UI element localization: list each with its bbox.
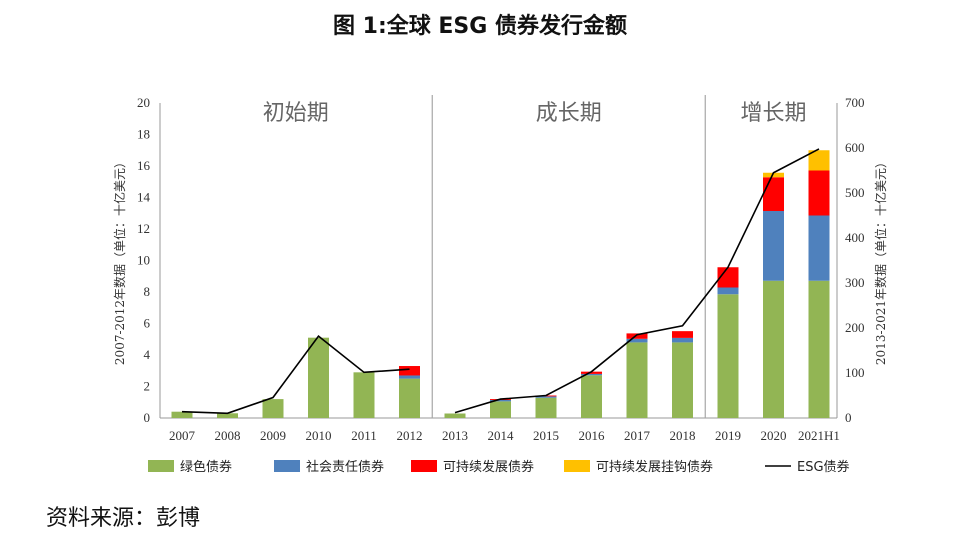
legend-label: 绿色债券 (180, 459, 232, 475)
x-tick-label: 2019 (715, 428, 741, 443)
right-tick-label: 500 (845, 185, 865, 200)
esg-line-2013-2021 (454, 148, 820, 414)
legend-swatch (148, 460, 174, 472)
esg-line-2007-2012 (181, 334, 410, 415)
left-tick-label: 10 (137, 253, 150, 268)
phase-label: 成长期 (536, 101, 602, 126)
bar-segment (217, 413, 238, 418)
source-note: 资料来源：彭博 (46, 506, 201, 531)
legend-swatch (274, 460, 300, 472)
bar-segment (808, 280, 830, 418)
right-tick-label: 400 (845, 230, 865, 245)
bars (171, 150, 830, 418)
right-tick-label: 0 (845, 410, 852, 425)
bar-segment (535, 397, 557, 418)
bar-segment (581, 373, 602, 376)
phase-label: 初始期 (263, 101, 329, 126)
bar-segment (763, 172, 784, 178)
bar-segment (626, 342, 648, 418)
legend-label: 可持续发展挂钩债券 (596, 459, 713, 475)
x-tick-label: 2016 (579, 428, 606, 443)
left-axis-title: 2007-2012年数据（单位：十亿美元） (112, 156, 127, 365)
right-tick-label: 600 (845, 140, 865, 155)
x-tick-label: 2007 (169, 428, 196, 443)
bar-segment (672, 331, 693, 338)
left-tick-label: 6 (144, 316, 151, 331)
x-tick-label: 2014 (488, 428, 515, 443)
bar-segment (535, 396, 557, 398)
bar-segment (763, 211, 784, 281)
legend-swatch (564, 460, 590, 472)
x-tick-label: 2015 (533, 428, 559, 443)
right-axis-title: 2013-2021年数据（单位：十亿美元） (873, 156, 888, 365)
legend-label: 社会责任债券 (306, 459, 384, 475)
bar-segment (399, 366, 420, 376)
bar-segment (308, 337, 329, 418)
left-tick-label: 2 (144, 379, 151, 394)
bar-segment (717, 287, 739, 295)
bar-segment (672, 337, 693, 343)
left-tick-label: 4 (144, 347, 151, 362)
legend-swatch (411, 460, 437, 472)
bar-segment (717, 294, 739, 418)
x-tick-label: 2009 (260, 428, 286, 443)
esg-line (181, 148, 820, 415)
labels: 0246810121416182001002003004005006007002… (112, 95, 888, 443)
bar-segment (262, 399, 284, 418)
right-tick-label: 700 (845, 95, 865, 110)
bar-segment (171, 411, 193, 418)
x-tick-label: 2013 (442, 428, 468, 443)
chart-title: 图 1:全球 ESG 债券发行金额 (332, 14, 627, 39)
bar-segment (490, 401, 511, 418)
bar-segment (444, 413, 466, 418)
bar-segment (808, 150, 830, 171)
bar-segment (399, 375, 420, 379)
left-tick-label: 18 (137, 127, 150, 142)
bar-segment (763, 177, 784, 211)
phase-label: 增长期 (740, 101, 806, 126)
legend: 绿色债券 社会责任债券 可持续发展债券 可持续发展挂钩债券 ESG债券 (148, 459, 850, 475)
x-tick-label: 2021H1 (798, 428, 840, 443)
bar-segment (353, 372, 375, 418)
x-tick-label: 2011 (351, 428, 377, 443)
x-tick-label: 2017 (624, 428, 651, 443)
legend-label: ESG债券 (797, 459, 850, 475)
x-tick-label: 2020 (761, 428, 787, 443)
left-tick-label: 20 (137, 95, 150, 110)
bar-segment (626, 338, 648, 343)
x-tick-label: 2010 (306, 428, 332, 443)
bar-segment (490, 400, 511, 402)
bar-segment (763, 280, 784, 418)
x-tick-label: 2012 (397, 428, 423, 443)
legend-label: 可持续发展债券 (443, 459, 534, 475)
x-tick-label: 2018 (670, 428, 696, 443)
bar-segment (399, 378, 420, 418)
bar-segment (581, 371, 602, 374)
right-tick-label: 300 (845, 275, 865, 290)
left-tick-label: 12 (137, 221, 150, 236)
left-tick-label: 0 (144, 410, 151, 425)
left-tick-label: 14 (137, 190, 151, 205)
bar-segment (808, 170, 830, 216)
bar-segment (672, 342, 693, 418)
right-tick-label: 200 (845, 320, 865, 335)
bar-segment (717, 267, 739, 288)
bar-segment (626, 333, 648, 339)
x-tick-label: 2008 (215, 428, 241, 443)
right-tick-label: 100 (845, 365, 865, 380)
bar-segment (581, 375, 602, 418)
left-tick-label: 16 (137, 158, 151, 173)
bar-segment (808, 215, 830, 281)
left-tick-label: 8 (144, 284, 151, 299)
